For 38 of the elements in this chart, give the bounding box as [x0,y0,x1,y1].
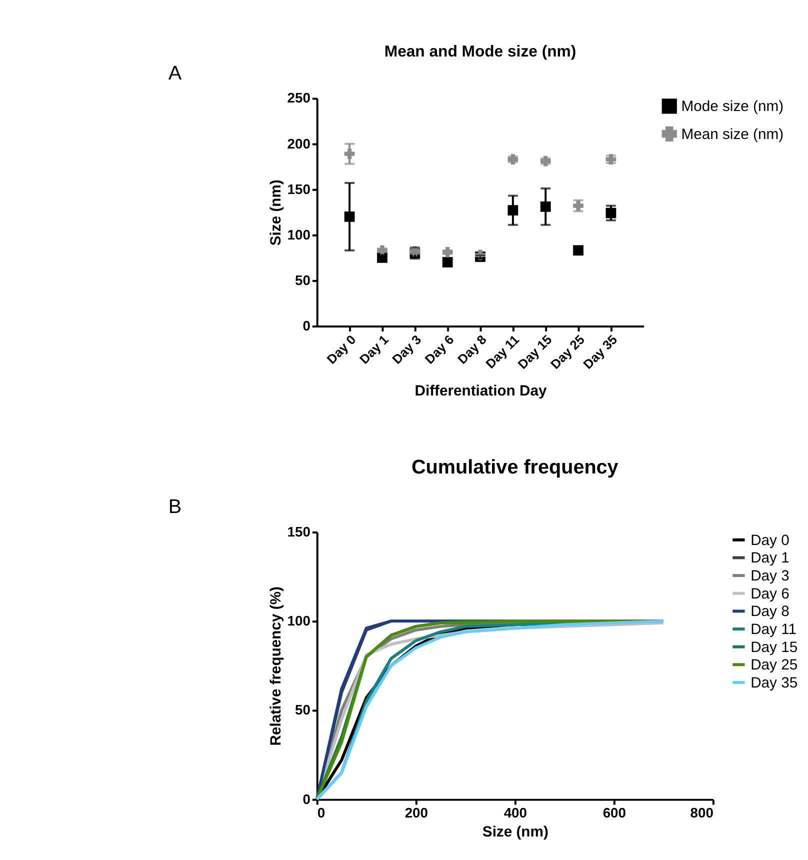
chart-title: Mean and Mode size (nm) [384,44,576,61]
y-tick-label: 150 [287,180,311,197]
y-tick-label: 0 [302,790,311,807]
legend-label: Mean size (nm) [681,126,784,143]
y-tick-label: 100 [287,226,311,242]
legend-label: Day 15 [750,640,798,656]
y-tick-label: 0 [302,317,311,334]
x-tick-label: Day 6 [422,332,457,367]
x-tick-label: Day 0 [324,332,359,367]
legend-label: Day 0 [750,532,790,549]
y-tick-label: 50 [295,272,311,288]
legend-label: Day 11 [750,622,797,638]
chart-title: Cumulative frequency [411,456,618,479]
y-axis-title: Relative frequency (%) [268,586,284,746]
y-tick-label: 50 [295,702,311,718]
text: A [168,62,182,84]
x-tick-label: Day 3 [389,332,424,367]
x-axis-title: Size (nm) [482,824,548,840]
x-tick-label: 800 [690,804,714,821]
x-tick-label: 200 [404,804,428,821]
text: B [168,496,182,518]
y-tick-label: 250 [287,90,311,106]
x-tick-label: 400 [504,804,528,821]
legend-label: Day 3 [750,568,790,584]
x-axis-title: Differentiation Day [414,384,548,400]
legend-label: Day 8 [750,604,790,620]
x-tick-label: 0 [317,804,326,821]
x-tick-label: Day 1 [356,332,392,367]
y-tick-label: 150 [287,523,311,540]
y-tick-label: 100 [287,612,311,629]
legend-label: Day 6 [750,586,790,602]
legend-label: Day 35 [750,675,798,692]
legend-label: Day 25 [750,658,798,674]
legend-label: Mode size (nm) [681,99,784,116]
x-tick-label: 600 [602,804,626,821]
y-tick-label: 200 [287,135,311,152]
y-axis-title: Size (nm) [268,180,284,246]
legend-label: Day 1 [750,550,790,567]
